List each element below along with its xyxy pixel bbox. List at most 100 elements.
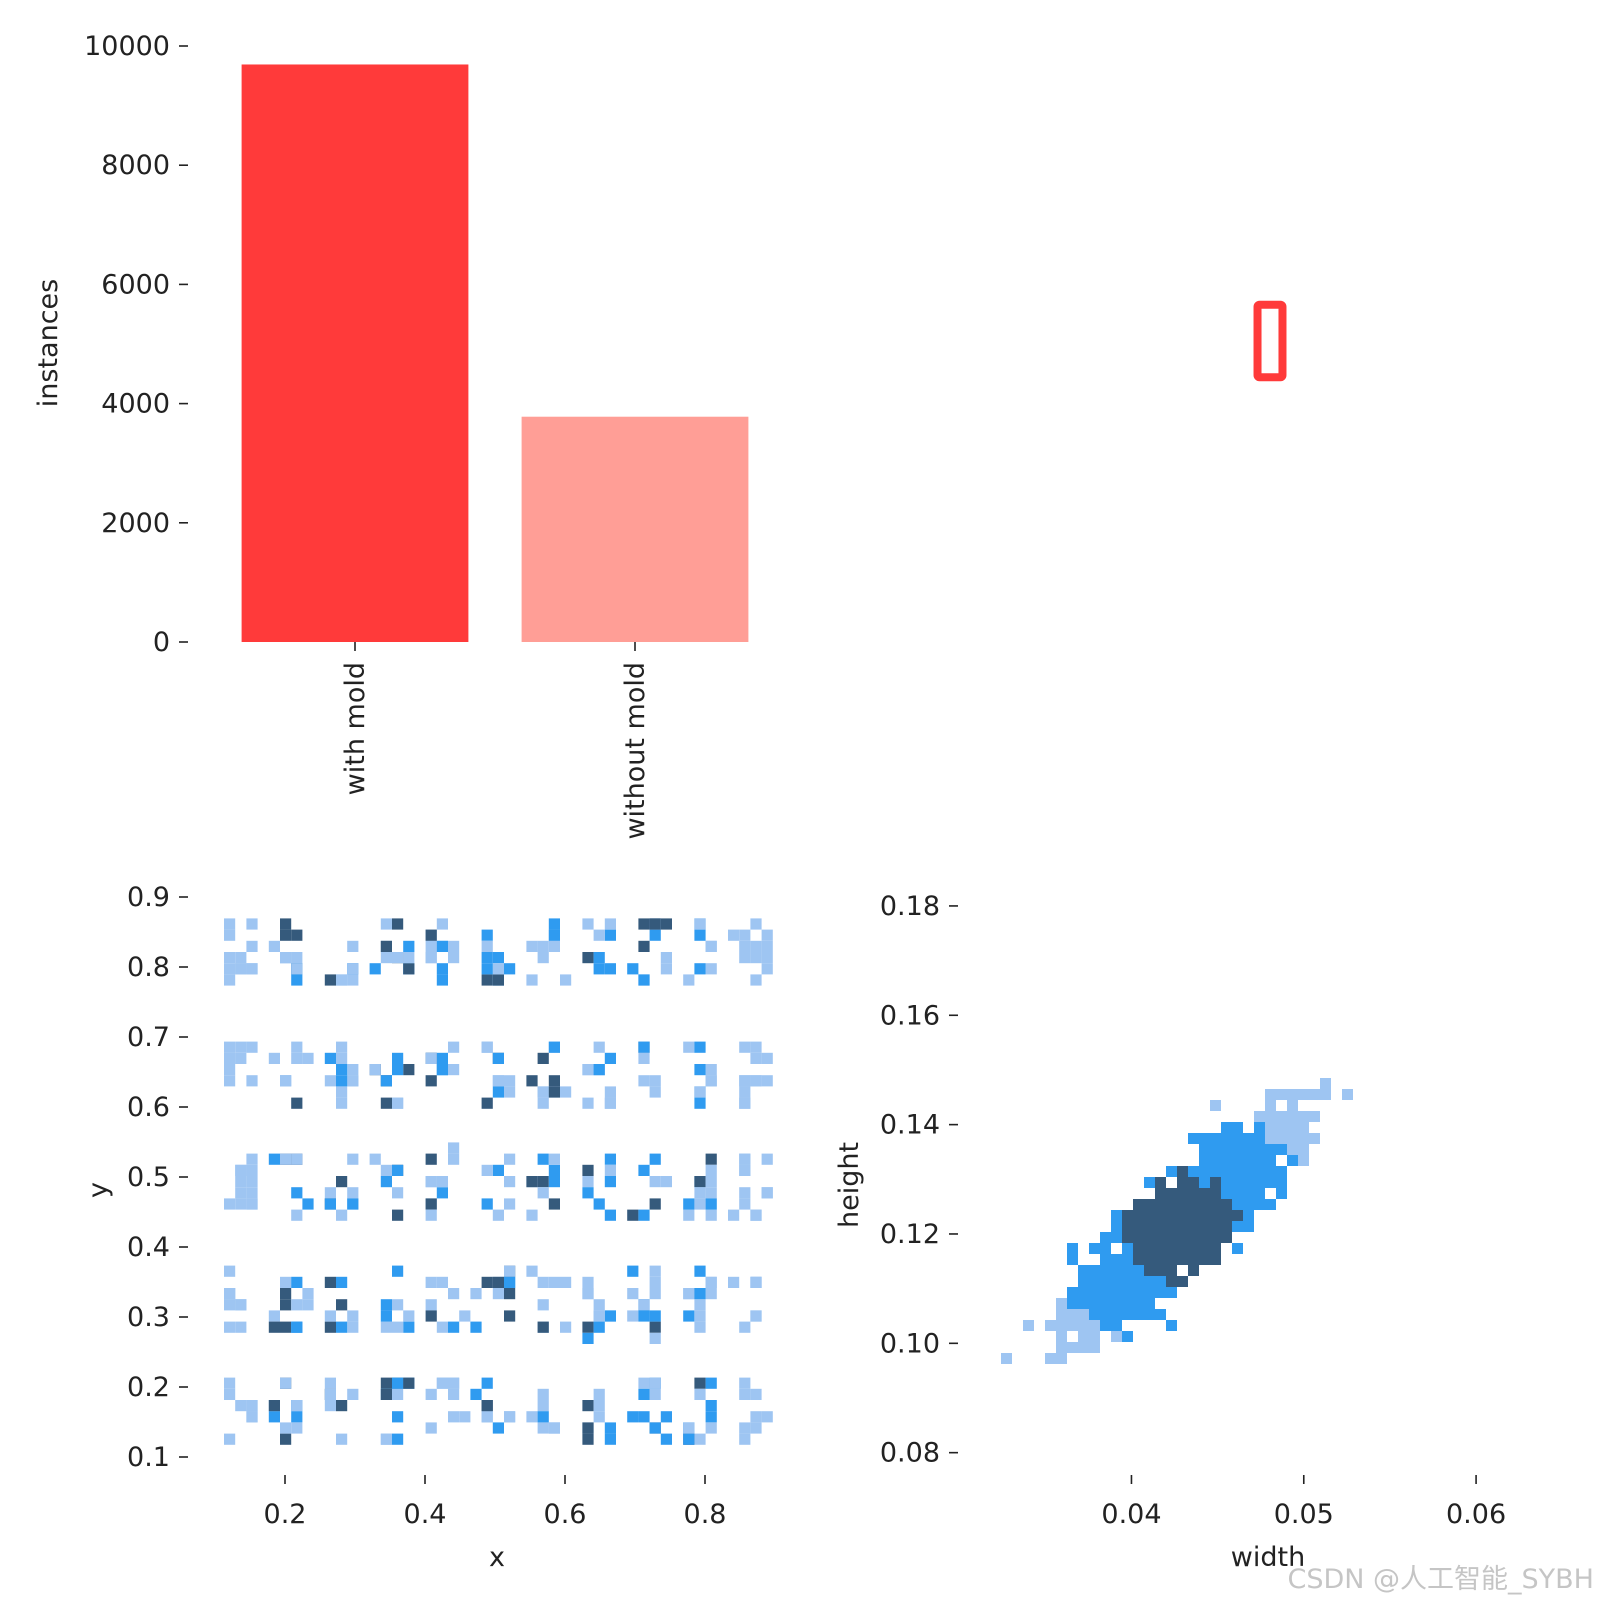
heat-cell xyxy=(492,1086,504,1098)
heat-cell xyxy=(1155,1188,1166,1199)
heat-cell xyxy=(392,1064,404,1076)
bar-y-tick-label: 0 xyxy=(153,627,170,658)
heat-cell xyxy=(593,1388,605,1400)
heat-cell xyxy=(280,918,292,930)
heat-cell xyxy=(683,1209,695,1221)
heat-cell xyxy=(694,1299,706,1311)
heat-cell xyxy=(750,1276,762,1288)
heat-cell xyxy=(582,1187,594,1199)
heat-cell xyxy=(1078,1331,1089,1342)
heat-cell xyxy=(1199,1144,1210,1155)
heat-cell xyxy=(425,929,437,941)
heat-cell xyxy=(1276,1188,1287,1199)
heat-cell xyxy=(1232,1177,1243,1188)
width-height-y-tick-label: 0.14 xyxy=(880,1110,940,1141)
heat-cell xyxy=(582,1422,594,1434)
heat-cell xyxy=(392,952,404,964)
heat-cell xyxy=(336,1276,348,1288)
heat-cell xyxy=(1067,1243,1078,1254)
heat-cell xyxy=(1298,1155,1309,1166)
x-y-y-tick-label: 0.1 xyxy=(127,1442,170,1473)
heat-cell xyxy=(548,1153,560,1165)
heat-cell xyxy=(537,1400,549,1412)
heat-cell xyxy=(504,963,516,975)
heat-cell xyxy=(1265,1199,1276,1210)
heat-cell xyxy=(1210,1210,1221,1221)
heat-cell xyxy=(481,929,493,941)
heat-cell xyxy=(224,1299,236,1311)
heat-cell xyxy=(392,1209,404,1221)
heat-cell xyxy=(761,952,773,964)
x-y-histogram: 0.1 0.2 0.3 0.4 0.5 0.6 0.7 0.8 0.9 0.2 0.4 0.6 0.8… xyxy=(83,882,773,1573)
heat-cell xyxy=(761,1187,773,1199)
heat-cell xyxy=(392,918,404,930)
heat-cell xyxy=(403,1321,415,1333)
heat-cell xyxy=(604,918,616,930)
heat-cell xyxy=(694,1288,706,1300)
heat-cell xyxy=(739,952,751,964)
heat-cell xyxy=(470,1321,482,1333)
heat-cell xyxy=(302,1299,314,1311)
heat-cell xyxy=(1232,1155,1243,1166)
heat-cell xyxy=(1056,1331,1067,1342)
heat-cell xyxy=(1089,1265,1100,1276)
heat-cell xyxy=(324,1321,336,1333)
heat-cell xyxy=(1254,1144,1265,1155)
heat-cell xyxy=(1254,1177,1265,1188)
heat-cell xyxy=(1199,1166,1210,1177)
heat-cell xyxy=(1276,1177,1287,1188)
heat-cell xyxy=(1298,1133,1309,1144)
heat-cell xyxy=(1320,1078,1331,1089)
heat-cell xyxy=(425,1388,437,1400)
heat-cell xyxy=(739,1086,751,1098)
heat-cell xyxy=(324,1052,336,1064)
heat-cell xyxy=(1166,1188,1177,1199)
heat-cell xyxy=(537,1153,549,1165)
heat-cell xyxy=(291,1276,303,1288)
heat-cell xyxy=(560,974,572,986)
heat-cell xyxy=(1133,1199,1144,1210)
heat-cell xyxy=(1133,1276,1144,1287)
x-y-x-tick-label: 0.8 xyxy=(684,1499,727,1530)
heat-cell xyxy=(481,963,493,975)
bar-x-tick-label: with mold xyxy=(340,662,371,795)
heat-cell xyxy=(1100,1320,1111,1331)
heat-cell xyxy=(694,1310,706,1322)
heat-cell xyxy=(224,1064,236,1076)
heat-cell xyxy=(448,1153,460,1165)
heat-cell xyxy=(638,974,650,986)
heat-cell xyxy=(1177,1276,1188,1287)
heat-cell xyxy=(1144,1276,1155,1287)
heat-cell xyxy=(1056,1320,1067,1331)
heat-cell xyxy=(481,1377,493,1389)
heat-cell xyxy=(1133,1254,1144,1265)
heat-cell xyxy=(638,918,650,930)
heat-cell xyxy=(347,963,359,975)
heat-cell xyxy=(1276,1166,1287,1177)
heat-cell xyxy=(582,1321,594,1333)
heat-cell xyxy=(1276,1144,1287,1155)
heat-cell xyxy=(560,1276,572,1288)
heat-cell xyxy=(1111,1287,1122,1298)
heat-cell xyxy=(1155,1243,1166,1254)
heat-cell xyxy=(1287,1111,1298,1122)
heat-cell xyxy=(526,1411,538,1423)
heat-cell xyxy=(425,1075,437,1087)
heat-cell xyxy=(324,974,336,986)
heat-cell xyxy=(604,963,616,975)
heat-cell xyxy=(302,1288,314,1300)
heat-cell xyxy=(1144,1265,1155,1276)
heat-cell xyxy=(302,1052,314,1064)
heat-cell xyxy=(280,1276,292,1288)
heat-cell xyxy=(649,1265,661,1277)
heat-cell xyxy=(739,1153,751,1165)
heat-cell xyxy=(481,974,493,986)
heat-cell xyxy=(694,1064,706,1076)
heat-cell xyxy=(548,1086,560,1098)
heat-cell xyxy=(694,1265,706,1277)
heat-cell xyxy=(235,1400,247,1412)
heat-cell xyxy=(638,1388,650,1400)
heat-cell xyxy=(604,1086,616,1098)
width-height-x-axis: 0.04 0.05 0.06 xyxy=(1101,1475,1506,1530)
heat-cell xyxy=(1023,1320,1034,1331)
